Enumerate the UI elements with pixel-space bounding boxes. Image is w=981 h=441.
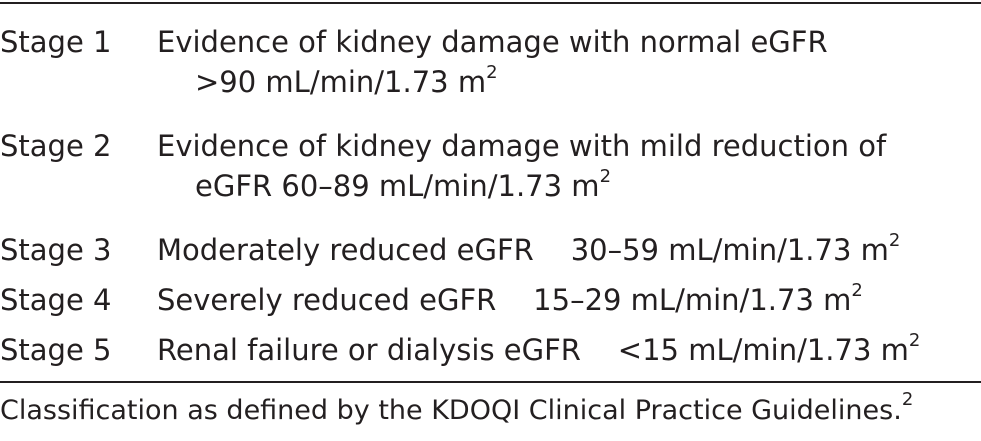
stage-description: Severely reduced eGFR 15–29 mL/min/1.73 … [157,280,863,318]
stage-label: Stage 3 [0,233,112,267]
stage-description: Moderately reduced eGFR 30–59 mL/min/1.7… [157,230,901,268]
stage-criteria: >90 mL/min/1.73 m2 [195,62,498,100]
stage-description: Renal failure or dialysis eGFR <15 mL/mi… [157,330,921,368]
footnote: Classification as defined by the KDOQI C… [0,389,914,427]
stage-description: Evidence of kidney damage with normal eG… [157,25,828,59]
stage-criteria: eGFR 60–89 mL/min/1.73 m2 [195,166,612,204]
top-rule [0,2,981,4]
stage-label: Stage 1 [0,25,112,59]
stage-label: Stage 5 [0,333,112,367]
stage-label: Stage 4 [0,283,112,317]
bottom-rule [0,381,981,383]
stage-label: Stage 2 [0,129,112,163]
stage-description: Evidence of kidney damage with mild redu… [157,129,887,163]
